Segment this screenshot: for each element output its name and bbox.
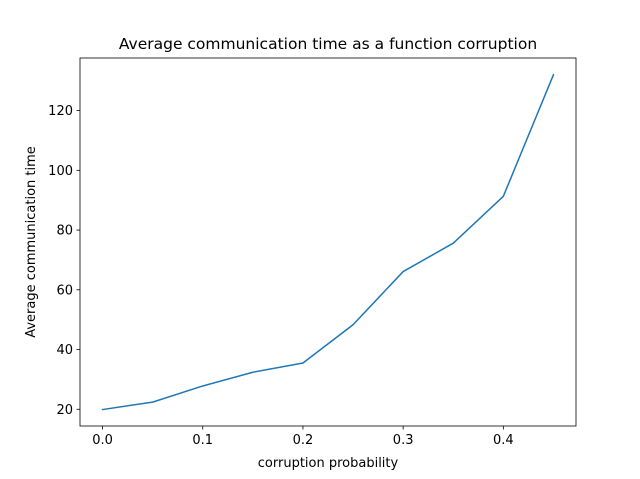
plot-frame xyxy=(79,57,577,427)
plot-area: 0.0 0.1 0.2 0.3 0.4 20 40 60 80 100 120 xyxy=(48,57,577,448)
y-tick-label: 40 xyxy=(56,343,73,358)
x-tick-label: 0.2 xyxy=(293,433,314,448)
series-line-0 xyxy=(101,73,555,411)
y-tick-label: 80 xyxy=(56,224,73,239)
x-tick-label: 0.0 xyxy=(92,433,113,448)
x-tick-label: 0.3 xyxy=(393,433,414,448)
x-tick-label: 0.4 xyxy=(493,433,514,448)
y-tick-label: 60 xyxy=(56,283,73,298)
x-tick-label: 0.1 xyxy=(192,433,213,448)
y-tick-label: 20 xyxy=(56,403,73,418)
x-axis-label: corruption probability xyxy=(258,456,399,471)
y-axis-label: Average communication time xyxy=(24,146,39,338)
chart-title: Average communication time as a function… xyxy=(119,35,537,53)
y-tick-label: 100 xyxy=(48,164,73,179)
y-tick-label: 120 xyxy=(48,104,73,119)
